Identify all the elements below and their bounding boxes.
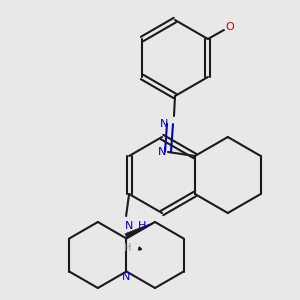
Text: N: N [125,221,133,231]
Text: O: O [226,22,234,32]
Text: H: H [124,243,131,254]
Text: H: H [138,221,146,231]
Polygon shape [125,222,155,238]
Text: N: N [160,119,168,129]
Text: N: N [122,272,130,281]
Text: N: N [158,147,166,157]
